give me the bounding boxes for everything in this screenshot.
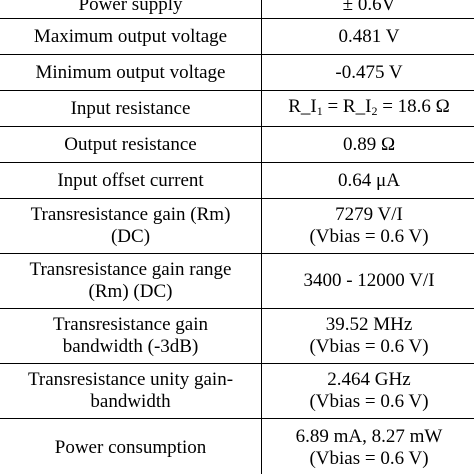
line: Transresistance unity gain- — [27, 369, 234, 390]
table-row: Output resistance 0.89 Ω — [0, 126, 474, 163]
table-row: Maximum output voltage 0.481 V — [0, 18, 474, 55]
line: Transresistance gain range — [29, 259, 232, 280]
value-output-resistance: 0.89 Ω — [261, 126, 474, 163]
table-row: Power supply ± 0.6V — [0, 0, 474, 19]
param-input-offset-current: Input offset current — [0, 162, 262, 199]
value-power-supply: ± 0.6V — [261, 0, 474, 19]
value-power-consumption: 6.89 mA, 8.27 mW (Vbias = 0.6 V) — [261, 418, 474, 474]
line: (Vbias = 0.6 V) — [309, 447, 429, 469]
param-transresistance-gain: Transresistance gain (Rm) (DC) — [0, 198, 262, 254]
param-input-resistance: Input resistance — [0, 90, 262, 127]
value-input-offset-current: 0.64 μA — [261, 162, 474, 199]
line: 6.89 mA, 8.27 mW — [295, 425, 443, 447]
param-max-output-voltage: Maximum output voltage — [0, 18, 262, 55]
line: 7279 V/I — [335, 204, 403, 225]
line: bandwidth — [90, 391, 171, 412]
table-row: Transresistance unity gain-bandwidth 2.4… — [0, 363, 474, 419]
table-row: Transresistance gain range (Rm) (DC) 3400… — [0, 253, 474, 309]
param-transresistance-gain-range: Transresistance gain range (Rm) (DC) — [0, 253, 262, 309]
line: (Vbias = 0.6 V) — [309, 336, 429, 357]
line: (Rm) (DC) — [88, 281, 173, 302]
subscript: 2 — [371, 103, 378, 118]
value-text: = R_I — [322, 95, 372, 117]
line: 2.464 GHz — [327, 369, 411, 390]
line: (DC) — [110, 226, 151, 247]
param-output-resistance: Output resistance — [0, 126, 262, 163]
table-row: Input resistance R_I1 = R_I2 = 18.6 Ω — [0, 90, 474, 127]
table-row: Minimum output voltage -0.475 V — [0, 54, 474, 91]
line: Transresistance gain (Rm) — [30, 204, 231, 225]
value-max-output-voltage: 0.481 V — [261, 18, 474, 55]
value-text: = 18.6 Ω — [377, 95, 450, 117]
value-min-output-voltage: -0.475 V — [261, 54, 474, 91]
line: (Vbias = 0.6 V) — [309, 226, 429, 247]
table-row: Power consumption 6.89 mA, 8.27 mW (Vbias… — [0, 418, 474, 474]
param-transresistance-bandwidth: Transresistance gain bandwidth (-3dB) — [0, 308, 262, 364]
param-min-output-voltage: Minimum output voltage — [0, 54, 262, 91]
value-transresistance-gain-range: 3400 - 12000 V/I — [261, 253, 474, 309]
value-unity-gain-bandwidth: 2.464 GHz (Vbias = 0.6 V) — [261, 363, 474, 419]
table-row: Transresistance gain (Rm) (DC) 7279 V/I (V… — [0, 198, 474, 254]
value-transresistance-gain: 7279 V/I (Vbias = 0.6 V) — [261, 198, 474, 254]
value-transresistance-bandwidth: 39.52 MHz (Vbias = 0.6 V) — [261, 308, 474, 364]
line: Transresistance gain — [53, 314, 208, 335]
value-text: R_I — [288, 95, 317, 117]
table-row: Transresistance gain bandwidth (-3dB) 39.… — [0, 308, 474, 364]
subscript: 1 — [316, 103, 323, 118]
param-unity-gain-bandwidth: Transresistance unity gain-bandwidth — [0, 363, 262, 419]
param-power-supply: Power supply — [0, 0, 262, 19]
line: (Vbias = 0.6 V) — [309, 391, 429, 412]
line: bandwidth (-3dB) — [62, 336, 199, 357]
line: 39.52 MHz — [325, 314, 413, 335]
table-row: Input offset current 0.64 μA — [0, 162, 474, 199]
param-power-consumption: Power consumption — [0, 418, 262, 474]
value-input-resistance: R_I1 = R_I2 = 18.6 Ω — [261, 90, 474, 127]
